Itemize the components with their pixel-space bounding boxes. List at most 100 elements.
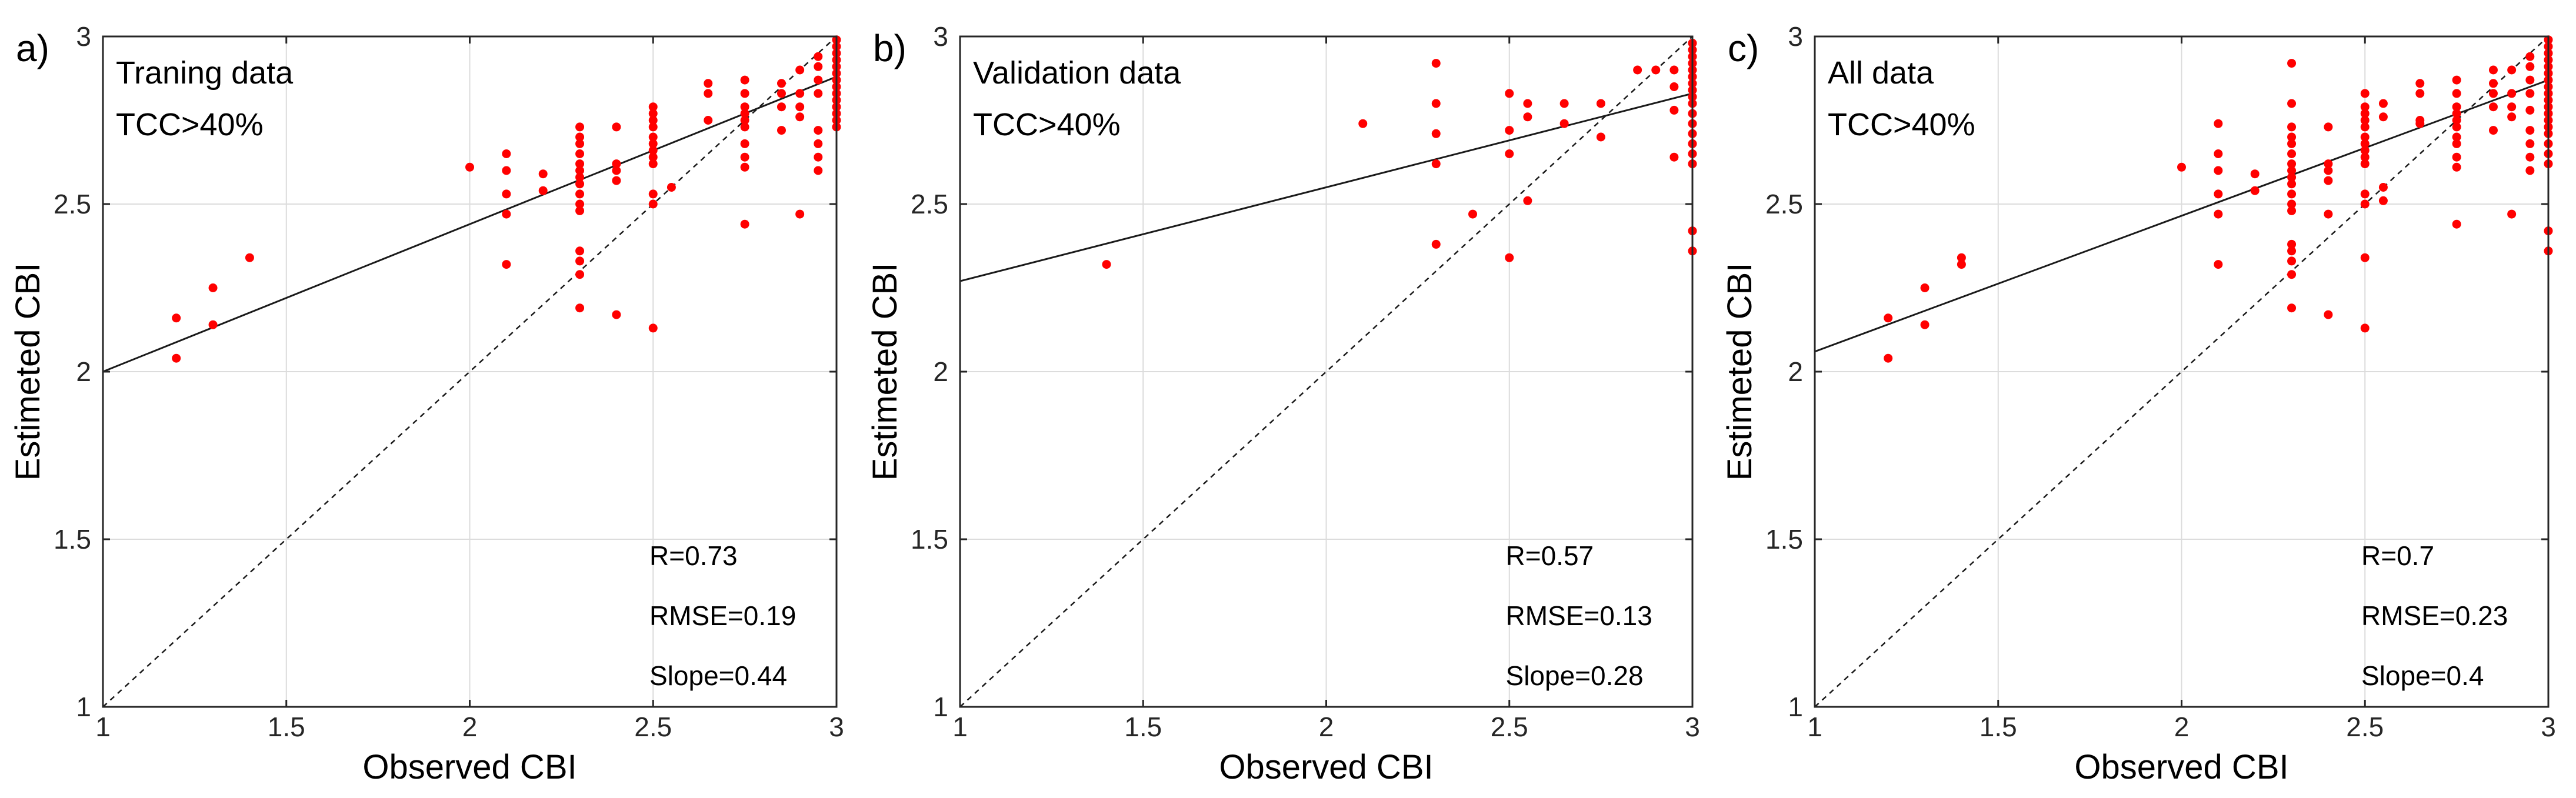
data-point — [648, 132, 658, 142]
data-point — [172, 313, 181, 323]
data-point — [2415, 79, 2425, 88]
data-point — [2525, 105, 2535, 115]
stat-label: RMSE=0.13 — [1506, 600, 1652, 631]
data-point — [1559, 119, 1569, 128]
data-point — [2250, 186, 2260, 195]
data-point — [2452, 219, 2461, 229]
data-point — [740, 116, 749, 125]
data-point — [2525, 139, 2535, 148]
data-point — [2324, 310, 2333, 319]
data-point — [2360, 109, 2370, 118]
data-point — [575, 189, 585, 199]
y-tick-label: 2 — [933, 356, 948, 387]
data-point — [465, 162, 474, 172]
data-point — [2452, 122, 2461, 132]
data-point — [1523, 99, 1532, 108]
data-point — [2287, 246, 2297, 256]
data-point — [502, 260, 511, 269]
data-point — [2287, 239, 2297, 249]
data-point — [1920, 320, 1929, 329]
data-point — [1431, 239, 1441, 249]
data-point — [2360, 139, 2370, 148]
panel-annotation: All data — [1828, 55, 1934, 91]
data-point — [538, 169, 548, 179]
data-point — [2507, 102, 2517, 112]
data-point — [648, 116, 658, 125]
data-point — [2287, 139, 2297, 148]
data-point — [2287, 59, 2297, 68]
x-tick-label: 2.5 — [2346, 712, 2384, 742]
data-point — [1431, 59, 1441, 68]
stat-label: R=0.57 — [1506, 540, 1594, 571]
data-point — [777, 79, 786, 88]
stat-label: RMSE=0.23 — [2361, 600, 2508, 631]
stat-label: RMSE=0.19 — [649, 600, 796, 631]
data-point — [1431, 129, 1441, 138]
data-point — [612, 166, 621, 175]
data-point — [2378, 112, 2388, 122]
panel-1: 1 1.5 2 2.5 3 1 1.5 2 2.5 3 Observed CBI Estimeted … — [9, 21, 844, 786]
data-point — [2287, 256, 2297, 266]
data-point — [740, 139, 749, 148]
data-point — [2415, 119, 2425, 128]
data-point — [814, 126, 823, 135]
data-point — [2214, 189, 2223, 199]
panel-annotation: TCC>40% — [973, 107, 1121, 142]
panel-label: b) — [873, 27, 907, 69]
stat-label: Slope=0.28 — [1506, 660, 1644, 691]
fit-line — [1815, 79, 2548, 353]
data-point — [1669, 82, 1679, 91]
stat-label: Slope=0.44 — [649, 660, 787, 691]
data-point — [777, 102, 786, 112]
data-point — [2452, 152, 2461, 162]
data-point — [575, 256, 585, 266]
data-point — [2452, 102, 2461, 112]
data-point — [2250, 169, 2260, 179]
data-point — [2525, 52, 2535, 61]
data-point — [2324, 166, 2333, 175]
data-point — [2415, 89, 2425, 98]
data-point — [208, 283, 218, 292]
panel-label: c) — [1728, 27, 1759, 69]
x-tick-label: 1 — [95, 712, 111, 742]
data-point — [648, 152, 658, 162]
data-point — [2488, 89, 2498, 98]
data-point — [1505, 89, 1514, 98]
y-tick-label: 2.5 — [911, 189, 948, 219]
data-points — [1884, 35, 2553, 363]
y-tick-label: 1 — [933, 692, 948, 722]
data-point — [575, 122, 585, 132]
data-point — [2360, 89, 2370, 98]
data-point — [612, 176, 621, 185]
data-point — [1884, 313, 1893, 323]
data-point — [740, 109, 749, 118]
data-point — [2360, 116, 2370, 125]
data-point — [795, 112, 805, 122]
data-point — [1669, 65, 1679, 75]
data-point — [2287, 132, 2297, 142]
data-point — [1596, 99, 1605, 108]
data-point — [2360, 152, 2370, 162]
data-point — [2378, 196, 2388, 205]
data-point — [2488, 79, 2498, 88]
data-point — [1523, 112, 1532, 122]
data-point — [1431, 99, 1441, 108]
data-point — [2360, 199, 2370, 209]
data-point — [648, 146, 658, 155]
y-tick-label: 3 — [933, 21, 948, 52]
data-point — [648, 189, 658, 199]
data-point — [648, 122, 658, 132]
data-point — [2452, 132, 2461, 142]
data-point — [1102, 260, 1111, 269]
data-point — [1920, 283, 1929, 292]
data-point — [704, 89, 713, 98]
data-point — [612, 310, 621, 319]
data-point — [1884, 353, 1893, 363]
data-point — [1505, 149, 1514, 158]
data-point — [1957, 253, 1966, 262]
data-point — [575, 303, 585, 313]
x-tick-label: 2 — [1319, 712, 1334, 742]
panel-annotation: Validation data — [973, 55, 1181, 91]
data-point — [2452, 89, 2461, 98]
x-tick-label: 1 — [1807, 712, 1822, 742]
